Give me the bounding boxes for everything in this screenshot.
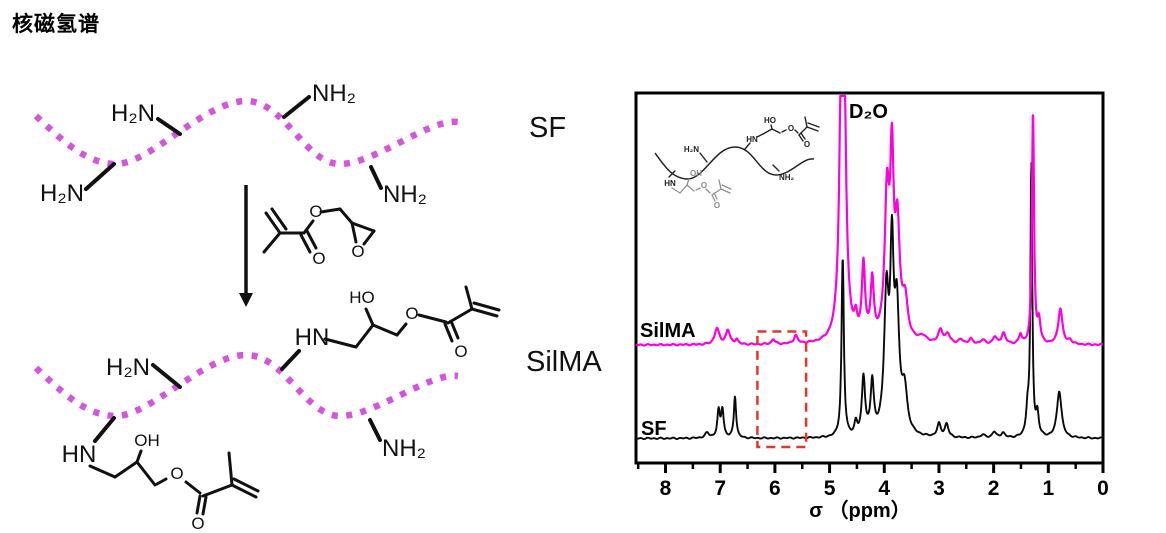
inset-ester-o2-label: O	[701, 181, 707, 190]
silma-molecule-label: SilMA	[526, 346, 602, 378]
silma-bottom-ester-o-label: O	[170, 464, 183, 483]
inset-bonds-black	[668, 116, 820, 178]
silma-hn-label-top: HN	[295, 324, 330, 351]
silma-top-carbonyl-o-label: O	[454, 342, 467, 361]
silma-sidechain-bottom	[88, 449, 260, 516]
x-axis-tick-label: 7	[714, 477, 726, 500]
sf-backbone-chain	[33, 97, 459, 168]
x-axis-tick-label: 4	[878, 477, 890, 500]
inset-h2n-label: H₂N	[684, 145, 699, 154]
x-axis-tick-label: 6	[769, 477, 781, 500]
x-axis-tick-label: 2	[988, 477, 1000, 500]
inset-ester-o-label: O	[788, 124, 794, 133]
x-axis-title: σ （ppm）	[809, 499, 910, 522]
sf-molecule-label: SF	[529, 112, 567, 144]
x-axis-tick-label: 3	[933, 477, 945, 500]
sf-amine-label-bottomright: NH₂	[383, 181, 427, 208]
silma-top-ho-label: HO	[349, 288, 375, 307]
x-axis-tick-label: 5	[824, 477, 836, 500]
d2o-peak-label: D₂O	[849, 101, 888, 123]
x-axis-tick-label: 1	[1042, 477, 1054, 500]
silma-bottom-oh-label: OH	[134, 431, 160, 450]
silma-hn-label-bottom: HN	[62, 441, 97, 468]
inset-carbonyl-o-label: O	[804, 140, 810, 149]
inset-nh2-label: NH₂	[779, 173, 795, 182]
reaction-arrow	[239, 185, 253, 307]
vinyl-region-highlight-box	[756, 330, 808, 449]
silma-backbone-chain	[33, 351, 459, 420]
inset-carbonyl-o2-label: O	[714, 201, 720, 210]
page-title: 核磁氢谱	[12, 13, 100, 36]
gma-ester-oxygen-label: O	[309, 202, 322, 221]
sf-amine-label-topleft: H₂N	[111, 100, 155, 127]
sf-amine-label-topright: NH₂	[312, 80, 356, 107]
silma-inset-structure: H₂N HN HO O O NH₂ HN OH O O	[654, 116, 820, 210]
inset-hn-top-label: HN	[746, 135, 758, 144]
nmr-spectrum-figure: 8 7 6 5 4 3 2 1 0 D₂O SilMA SF σ （ppm）	[634, 91, 1109, 522]
inset-hn-bottom-label: HN	[664, 179, 676, 188]
x-axis-tick-label: 8	[660, 477, 672, 500]
sf-trace-label: SF	[641, 418, 667, 440]
silma-trace-label: SilMA	[640, 320, 696, 342]
reaction-scheme-figure: H₂N NH₂ H₂N NH₂ O O O H₂N NH₂ HN HN	[33, 80, 501, 533]
nmr-trace-silma	[635, 94, 1104, 347]
inset-backbone	[654, 146, 815, 180]
inset-bonds-gray	[671, 178, 732, 202]
silma-sidechain-top	[323, 285, 501, 349]
gma-reagent-structure	[262, 207, 376, 254]
plot-frame	[634, 91, 1105, 465]
nmr-trace-sf	[635, 161, 1104, 441]
gma-carbonyl-oxygen-label: O	[312, 249, 325, 268]
sf-amine-bonds	[84, 95, 383, 191]
silma-top-ester-o-label: O	[405, 304, 418, 323]
gma-epoxide-oxygen-label: O	[351, 242, 364, 261]
sf-amine-label-bottomleft: H₂N	[40, 180, 84, 207]
x-axis: 8 7 6 5 4 3 2 1 0	[636, 463, 1109, 500]
x-axis-tick-label: 0	[1097, 477, 1109, 500]
silma-amine-label-left: H₂N	[106, 354, 150, 381]
nmr-traces	[635, 94, 1104, 441]
silma-bonds	[93, 349, 382, 443]
silma-amine-label-right: NH₂	[382, 435, 426, 462]
inset-oh-label: OH	[690, 169, 702, 178]
inset-ho-label: HO	[764, 116, 776, 125]
silma-bottom-carbonyl-o-label: O	[191, 514, 204, 533]
